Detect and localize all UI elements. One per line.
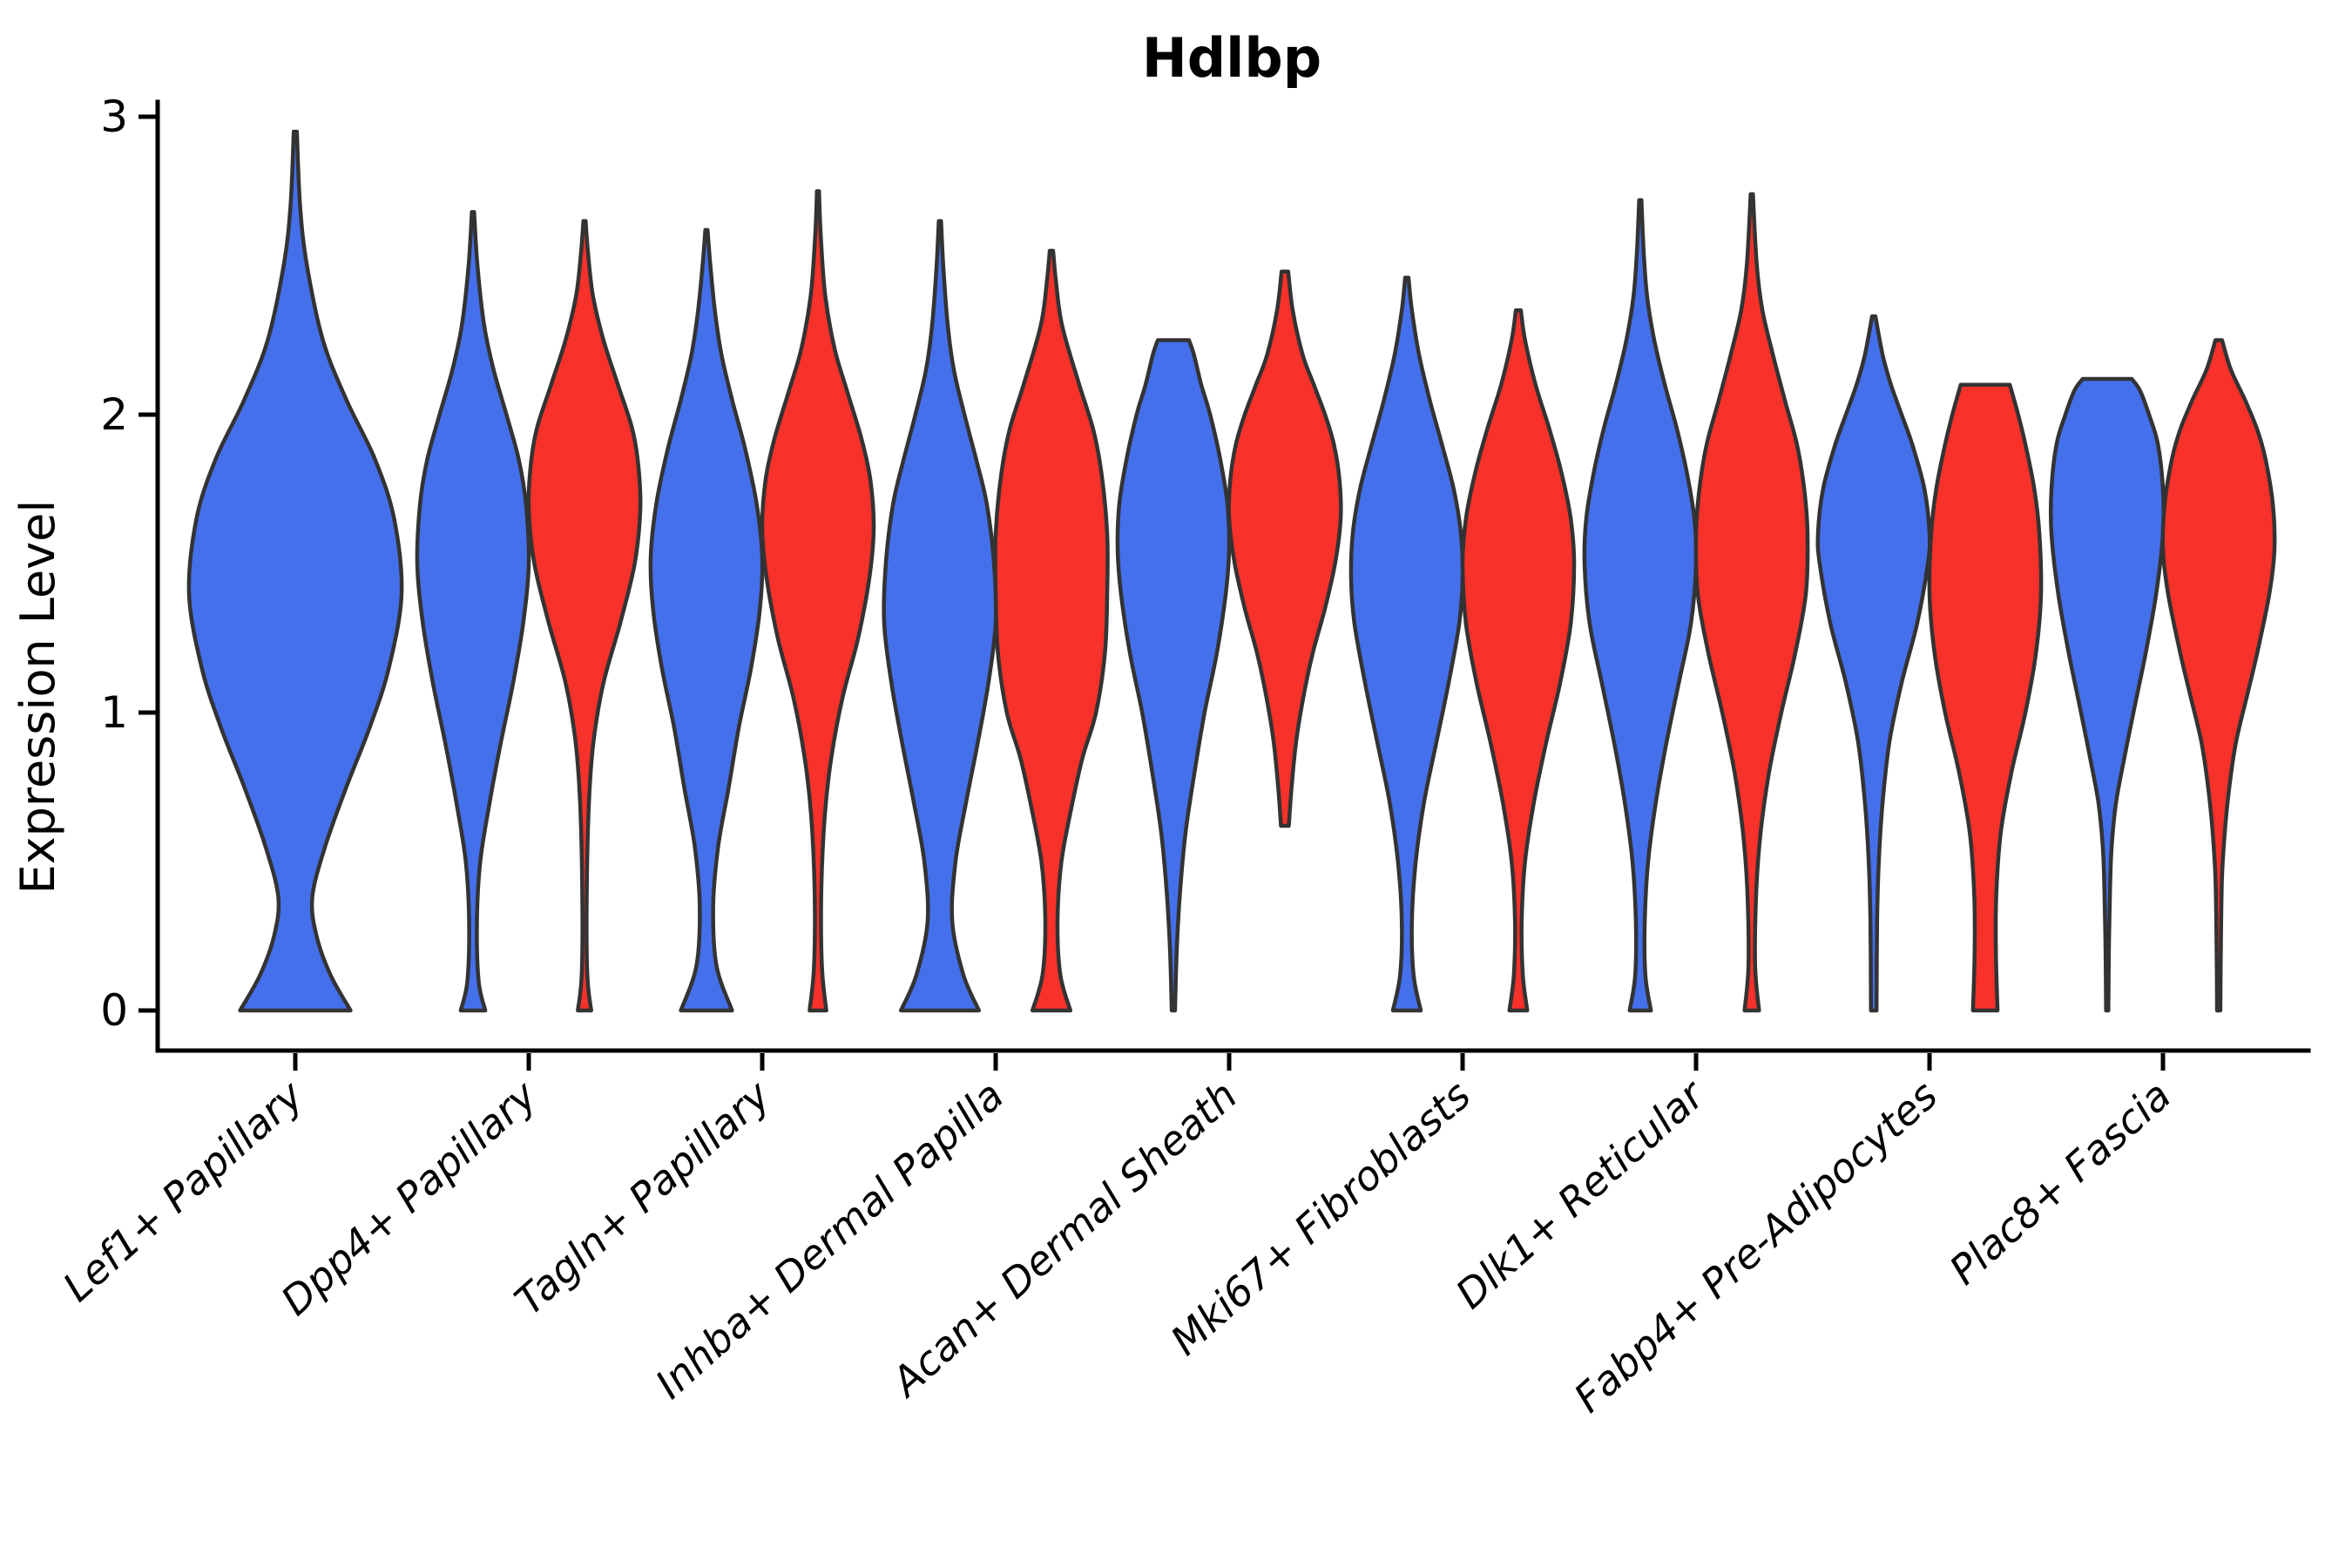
violin-red-5 <box>1227 269 1343 828</box>
x-tick-label: Tagln+ Papillary <box>506 1071 780 1325</box>
violin-red-3 <box>760 189 876 1013</box>
violin-blue-7 <box>1582 198 1699 1013</box>
violin-red-2 <box>526 219 643 1013</box>
violin-blue-4 <box>882 219 998 1013</box>
y-axis-label: Expression Level <box>10 500 65 895</box>
x-tick-label: Lef1+ Papillary <box>54 1071 313 1311</box>
violin-red-6 <box>1460 308 1577 1013</box>
x-tick-label: Dlk1+ Reticular <box>1447 1070 1715 1318</box>
y-tick-label: 0 <box>100 985 128 1036</box>
violin-group <box>186 129 2277 1013</box>
violin-red-7 <box>1693 192 1810 1013</box>
violin-red-4 <box>993 248 1110 1013</box>
x-tick-label: Dpp4+ Papillary <box>272 1071 546 1325</box>
y-axis: 0 1 2 3 <box>100 91 156 1036</box>
x-tick-label: Plac8+ Fascia <box>1940 1071 2180 1294</box>
violin-blue-1 <box>186 129 404 1013</box>
violin-blue-3 <box>648 227 765 1013</box>
violin-red-8 <box>1927 382 2044 1013</box>
violin-blue-2 <box>415 210 531 1013</box>
violin-blue-5 <box>1115 338 1232 1013</box>
chart-title: Hdlbp <box>1142 26 1321 90</box>
axis-spines <box>155 99 2311 1053</box>
violin-red-9 <box>2160 338 2277 1013</box>
y-tick-label: 3 <box>100 91 128 142</box>
violin-blue-8 <box>1815 314 1932 1013</box>
violin-blue-9 <box>2048 376 2166 1013</box>
y-tick-label: 1 <box>100 687 128 738</box>
violin-blue-6 <box>1348 275 1465 1013</box>
y-tick-label: 2 <box>100 389 128 440</box>
